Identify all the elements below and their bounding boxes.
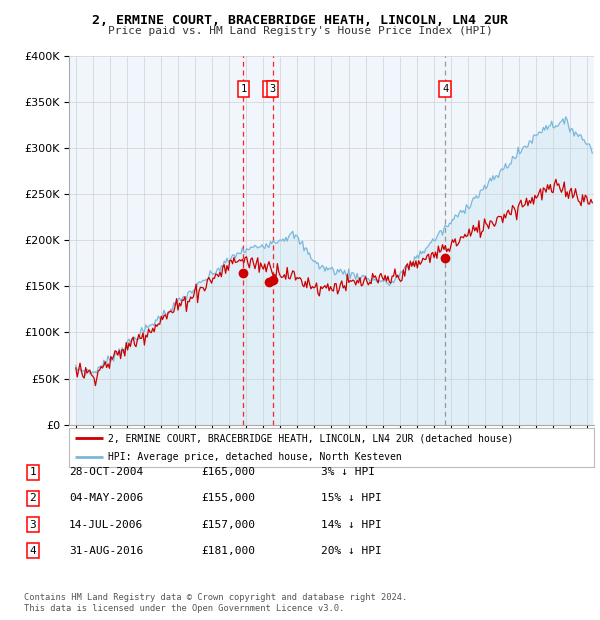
Text: 14% ↓ HPI: 14% ↓ HPI	[321, 520, 382, 529]
Text: 2: 2	[29, 494, 37, 503]
Text: £181,000: £181,000	[201, 546, 255, 556]
Text: 28-OCT-2004: 28-OCT-2004	[69, 467, 143, 477]
Text: 3% ↓ HPI: 3% ↓ HPI	[321, 467, 375, 477]
Text: 20% ↓ HPI: 20% ↓ HPI	[321, 546, 382, 556]
Text: 14-JUL-2006: 14-JUL-2006	[69, 520, 143, 529]
Text: 04-MAY-2006: 04-MAY-2006	[69, 494, 143, 503]
Text: 2: 2	[266, 84, 272, 94]
Text: 1: 1	[29, 467, 37, 477]
Text: HPI: Average price, detached house, North Kesteven: HPI: Average price, detached house, Nort…	[109, 452, 402, 462]
Text: 2, ERMINE COURT, BRACEBRIDGE HEATH, LINCOLN, LN4 2UR: 2, ERMINE COURT, BRACEBRIDGE HEATH, LINC…	[92, 14, 508, 27]
Text: 1: 1	[240, 84, 247, 94]
Text: 3: 3	[29, 520, 37, 529]
Text: 4: 4	[29, 546, 37, 556]
Text: £155,000: £155,000	[201, 494, 255, 503]
Text: 2, ERMINE COURT, BRACEBRIDGE HEATH, LINCOLN, LN4 2UR (detached house): 2, ERMINE COURT, BRACEBRIDGE HEATH, LINC…	[109, 433, 514, 443]
Text: Contains HM Land Registry data © Crown copyright and database right 2024.
This d: Contains HM Land Registry data © Crown c…	[24, 593, 407, 613]
Text: £165,000: £165,000	[201, 467, 255, 477]
Text: 3: 3	[269, 84, 275, 94]
Text: 31-AUG-2016: 31-AUG-2016	[69, 546, 143, 556]
Text: 15% ↓ HPI: 15% ↓ HPI	[321, 494, 382, 503]
Text: Price paid vs. HM Land Registry's House Price Index (HPI): Price paid vs. HM Land Registry's House …	[107, 26, 493, 36]
Text: £157,000: £157,000	[201, 520, 255, 529]
Text: 4: 4	[442, 84, 448, 94]
